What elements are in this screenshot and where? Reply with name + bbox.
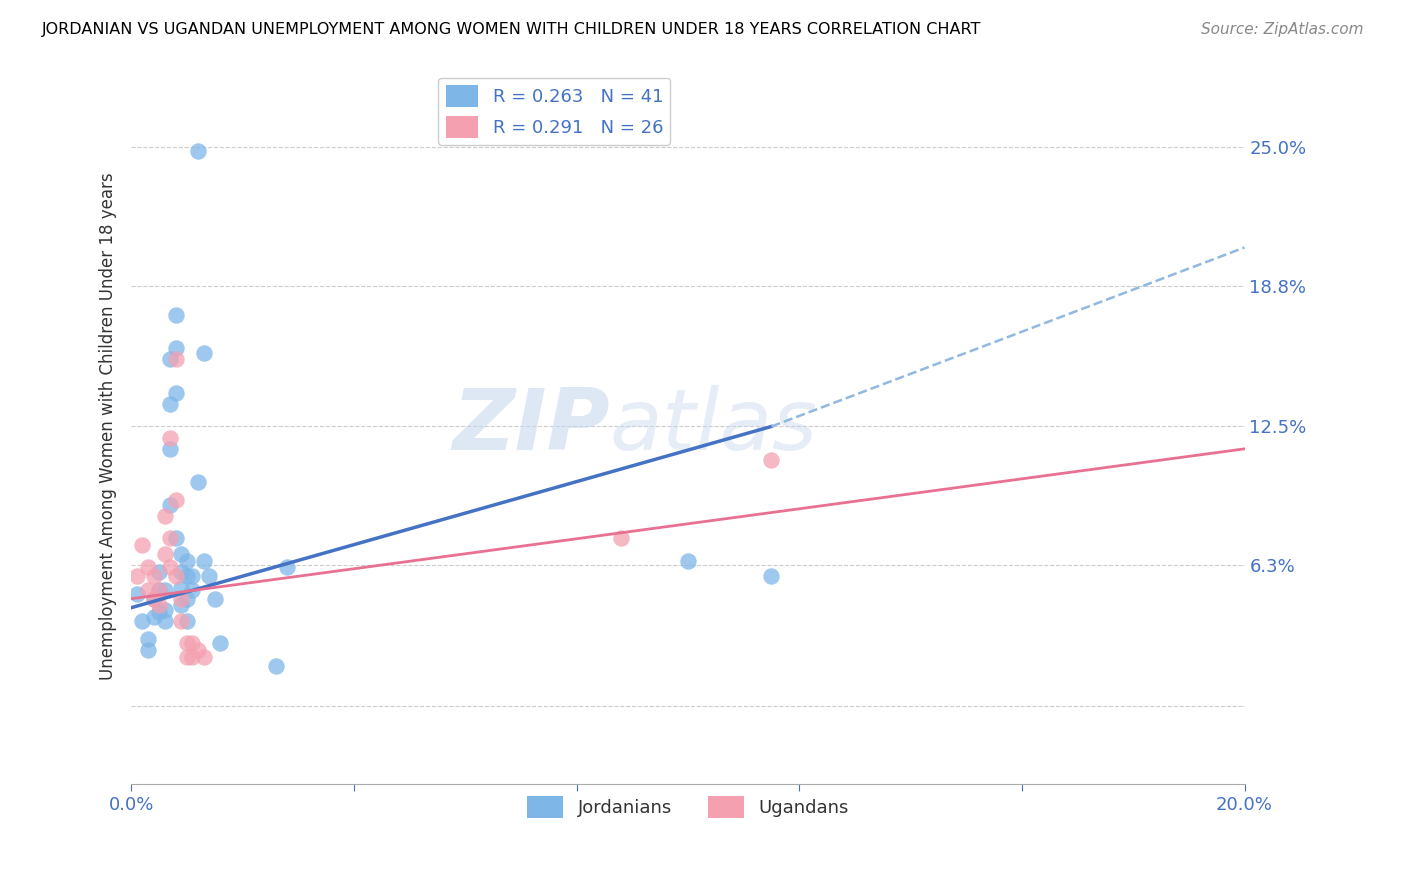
Point: [761, 569, 783, 583]
Point: [153, 582, 176, 597]
Point: [142, 609, 165, 624]
Point: [131, 614, 153, 628]
Point: [193, 649, 215, 664]
Point: [198, 569, 221, 583]
Point: [153, 614, 176, 628]
Text: atlas: atlas: [610, 385, 818, 468]
Point: [170, 565, 193, 579]
Point: [165, 352, 187, 367]
Point: [170, 547, 193, 561]
Point: [159, 498, 181, 512]
Point: [136, 632, 159, 646]
Point: [148, 605, 170, 619]
Point: [176, 569, 198, 583]
Point: [276, 560, 298, 574]
Point: [165, 308, 187, 322]
Point: [165, 569, 187, 583]
Point: [193, 345, 215, 359]
Point: [153, 603, 176, 617]
Point: [165, 341, 187, 355]
Point: [204, 591, 226, 606]
Point: [159, 532, 181, 546]
Point: [176, 554, 198, 568]
Point: [181, 649, 204, 664]
Point: [148, 582, 170, 597]
Point: [136, 560, 159, 574]
Point: [176, 636, 198, 650]
Point: [181, 636, 204, 650]
Point: [159, 560, 181, 574]
Point: [142, 591, 165, 606]
Point: [165, 493, 187, 508]
Legend: Jordanians, Ugandans: Jordanians, Ugandans: [520, 789, 856, 825]
Text: Source: ZipAtlas.com: Source: ZipAtlas.com: [1201, 22, 1364, 37]
Point: [209, 636, 232, 650]
Point: [193, 554, 215, 568]
Point: [187, 475, 209, 490]
Y-axis label: Unemployment Among Women with Children Under 18 years: Unemployment Among Women with Children U…: [100, 173, 117, 681]
Point: [170, 581, 193, 595]
Point: [610, 532, 633, 546]
Point: [165, 385, 187, 400]
Point: [148, 599, 170, 613]
Point: [165, 532, 187, 546]
Point: [159, 442, 181, 456]
Text: JORDANIAN VS UGANDAN UNEMPLOYMENT AMONG WOMEN WITH CHILDREN UNDER 18 YEARS CORRE: JORDANIAN VS UGANDAN UNEMPLOYMENT AMONG …: [42, 22, 981, 37]
Point: [264, 658, 287, 673]
Point: [125, 587, 148, 601]
Text: ZIP: ZIP: [453, 385, 610, 468]
Point: [187, 643, 209, 657]
Point: [142, 569, 165, 583]
Point: [136, 582, 159, 597]
Point: [676, 554, 699, 568]
Point: [181, 582, 204, 597]
Point: [181, 569, 204, 583]
Point: [153, 547, 176, 561]
Point: [159, 352, 181, 367]
Point: [148, 582, 170, 597]
Point: [136, 643, 159, 657]
Point: [142, 591, 165, 606]
Point: [153, 508, 176, 523]
Point: [176, 614, 198, 628]
Point: [170, 591, 193, 606]
Point: [131, 538, 153, 552]
Point: [176, 649, 198, 664]
Point: [148, 565, 170, 579]
Point: [187, 145, 209, 159]
Point: [125, 569, 148, 583]
Point: [170, 614, 193, 628]
Point: [170, 599, 193, 613]
Point: [159, 397, 181, 411]
Point: [176, 591, 198, 606]
Point: [761, 453, 783, 467]
Point: [159, 431, 181, 445]
